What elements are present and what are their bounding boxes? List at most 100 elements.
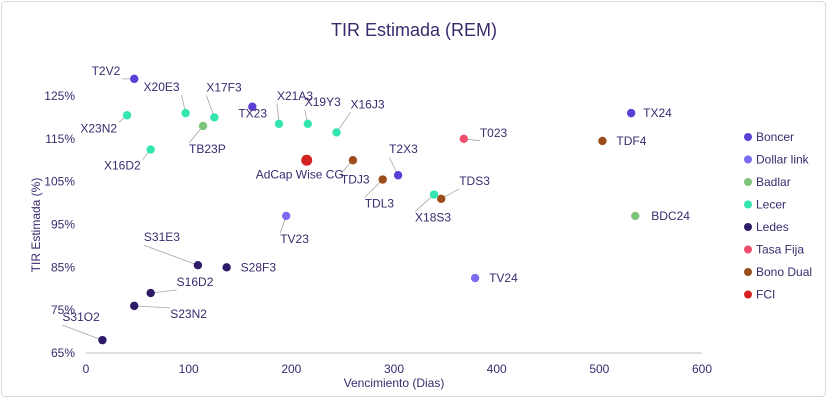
- point-label: S31O2: [62, 310, 100, 324]
- data-point: [130, 74, 139, 84]
- x-tick-label: 300: [384, 362, 404, 376]
- point-label: T2X3: [389, 142, 418, 156]
- y-tick-label: 75%: [51, 303, 75, 317]
- point-label: TDS3: [459, 174, 490, 188]
- leader-line: [414, 194, 435, 212]
- y-tick-label: 105%: [44, 175, 75, 189]
- leader-lines: [62, 78, 480, 341]
- legend-label: FCI: [756, 288, 775, 302]
- y-tick-label: 95%: [51, 218, 75, 232]
- leader-line: [62, 324, 103, 341]
- x-tick-label: 400: [487, 362, 507, 376]
- x-tick-label: 200: [281, 362, 301, 376]
- data-point: [429, 190, 439, 199]
- legend-marker: [744, 155, 752, 164]
- legend: Boncer Dollar link Badlar Lecer Ledes Tasa Fi…: [744, 130, 812, 302]
- data-point: [459, 134, 469, 144]
- legend-label: Dollar link: [756, 153, 810, 167]
- data-point: [193, 260, 203, 270]
- y-axis-title: TIR Estimada (%): [29, 178, 43, 273]
- point-label: S31E3: [144, 230, 180, 244]
- legend-label: Boncer: [756, 130, 794, 144]
- point-label: X21A3: [277, 89, 313, 103]
- data-point: [181, 108, 190, 118]
- point-label: T023: [480, 126, 508, 140]
- legend-marker: [744, 178, 752, 186]
- point-label: S16D2: [177, 275, 214, 289]
- x-tick-label: 0: [83, 362, 90, 376]
- data-point: [470, 273, 480, 283]
- point-label: BDC24: [651, 209, 690, 223]
- y-tick-label: 125%: [44, 89, 75, 103]
- legend-label: Bono Dual: [756, 265, 812, 279]
- chart-title: TIR Estimada (REM): [331, 20, 497, 40]
- data-point: [282, 211, 291, 221]
- data-point: [631, 211, 640, 221]
- legend-marker: [744, 268, 752, 276]
- data-point: [222, 263, 231, 272]
- data-points: [98, 74, 640, 345]
- leader-line: [364, 179, 383, 198]
- point-label: TDF4: [616, 134, 646, 148]
- data-point: [598, 136, 607, 146]
- y-tick-label: 85%: [51, 260, 75, 274]
- point-label: X18S3: [415, 211, 451, 225]
- legend-marker: [744, 223, 752, 231]
- point-label: TV23: [280, 232, 309, 246]
- legend-marker: [744, 200, 752, 209]
- point-label: S23N2: [170, 307, 207, 321]
- data-point: [348, 156, 358, 165]
- data-point: [378, 175, 387, 184]
- legend-label: Lecer: [756, 198, 786, 212]
- leader-line: [143, 244, 199, 266]
- point-label: TDJ3: [341, 172, 370, 186]
- data-point: [332, 128, 341, 137]
- point-label: X16J3: [351, 97, 385, 111]
- point-label: TB23P: [189, 142, 226, 156]
- data-point: [198, 121, 208, 131]
- data-point: [98, 335, 107, 345]
- legend-marker: [744, 290, 752, 299]
- data-point: [122, 111, 132, 120]
- x-tick-label: 500: [589, 362, 609, 376]
- point-label: TX24: [643, 106, 672, 120]
- point-label: X23N2: [80, 121, 117, 135]
- data-point: [146, 288, 155, 298]
- point-label: TX23: [238, 107, 267, 121]
- data-point: [248, 102, 257, 111]
- point-label: X17F3: [206, 80, 242, 94]
- x-tick-label: 600: [692, 362, 712, 376]
- data-point: [303, 119, 312, 129]
- point-label: X16D2: [104, 159, 141, 173]
- data-point: [301, 154, 313, 166]
- point-label: AdCap Wise CG: [256, 167, 344, 181]
- legend-marker: [744, 245, 752, 254]
- data-point: [210, 113, 219, 122]
- data-point: [626, 108, 636, 118]
- point-label: T2V2: [92, 64, 121, 78]
- y-tick-label: 65%: [51, 346, 75, 360]
- point-label: S28F3: [241, 260, 277, 274]
- point-labels: T2V2 TX23 T2X3 TX24 TV23 TV24 TB23P BDC24 X23N2 X…: [62, 64, 690, 324]
- data-point: [130, 301, 139, 311]
- legend-marker: [744, 133, 752, 141]
- point-label: TDL3: [365, 197, 395, 211]
- point-label: TV24: [489, 271, 518, 285]
- data-point: [146, 145, 155, 154]
- y-tick-label: 115%: [45, 132, 75, 146]
- leader-line: [134, 305, 171, 309]
- data-point: [393, 171, 403, 180]
- x-tick-label: 100: [179, 362, 199, 376]
- leader-line: [150, 289, 177, 294]
- x-tick-labels: 0 100 200 300 400 500 600: [83, 362, 713, 376]
- y-tick-labels: 65% 75% 85% 95% 105% 115% 125%: [44, 89, 75, 360]
- x-axis-title: Vencimiento (Dias): [344, 376, 445, 390]
- legend-label: Tasa Fija: [756, 243, 804, 257]
- legend-label: Ledes: [756, 220, 789, 234]
- data-point: [437, 194, 446, 203]
- legend-label: Badlar: [756, 175, 791, 189]
- data-point: [274, 119, 284, 129]
- point-label: X20E3: [144, 80, 180, 94]
